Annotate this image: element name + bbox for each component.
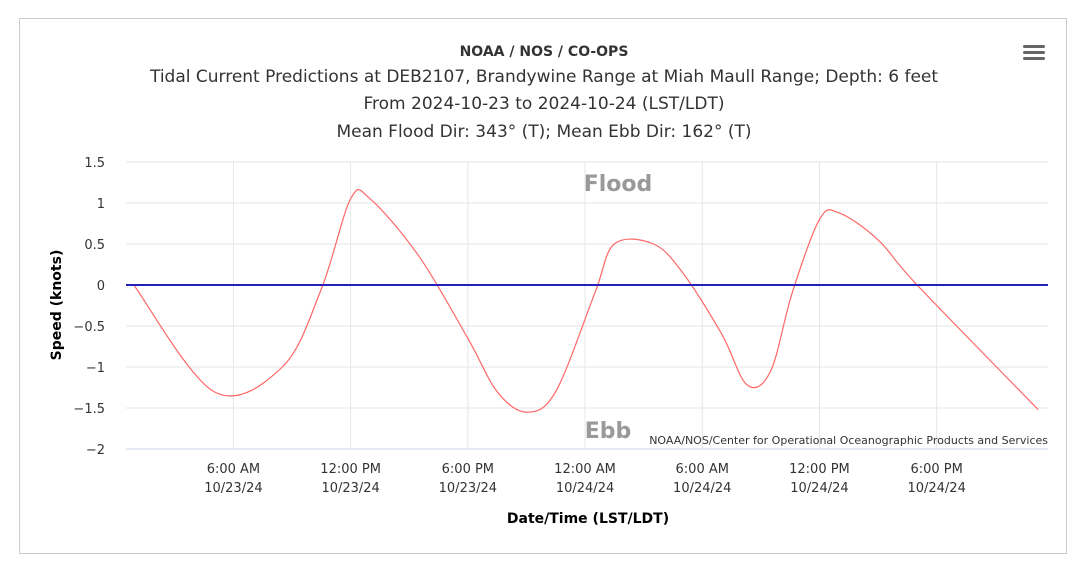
- x-axis-ticks: 6:00 AM 10/23/24 12:00 PM 10/23/24 6:00 PM 10…: [204, 462, 966, 496]
- chart-subtitle-directions: Mean Flood Dir: 343° (T); Mean Ebb Dir: …: [336, 122, 751, 142]
- y-tick-label: 0.5: [84, 238, 105, 253]
- x-tick-date-label: 10/24/24: [673, 481, 731, 496]
- x-tick-date-label: 10/24/24: [556, 481, 614, 496]
- x-tick-date-label: 10/24/24: [790, 481, 848, 496]
- series-layer: [126, 189, 1048, 413]
- x-tick-date-label: 10/23/24: [204, 481, 262, 496]
- hamburger-menu-icon[interactable]: [1022, 43, 1046, 63]
- flood-label: Flood: [584, 172, 653, 197]
- y-tick-label: −1.5: [73, 402, 105, 417]
- y-axis-title: Speed (knots): [49, 250, 65, 361]
- y-tick-label: −0.5: [73, 320, 105, 335]
- plot-area: [126, 162, 1048, 449]
- x-tick-time-label: 12:00 PM: [320, 462, 381, 477]
- y-tick-label: −2: [86, 443, 105, 458]
- x-tick-time-label: 6:00 AM: [676, 462, 729, 477]
- chart-subtitle-dates: From 2024-10-23 to 2024-10-24 (LST/LDT): [364, 94, 725, 114]
- x-tick-time-label: 6:00 PM: [442, 462, 494, 477]
- x-tick-time-label: 6:00 AM: [207, 462, 260, 477]
- x-tick-date-label: 10/24/24: [907, 481, 965, 496]
- x-tick-time-label: 12:00 AM: [554, 462, 616, 477]
- x-tick-time-label: 12:00 PM: [789, 462, 850, 477]
- grid-lines: [126, 161, 1048, 450]
- y-tick-label: −1: [86, 361, 105, 376]
- credit-text: NOAA/NOS/Center for Operational Oceanogr…: [649, 434, 1048, 447]
- y-tick-label: 1: [97, 197, 105, 212]
- y-tick-label: 1.5: [84, 156, 105, 171]
- y-axis-ticks: 1.5 1 0.5 0 −0.5 −1 −1.5 −2: [73, 156, 105, 458]
- y-tick-label: 0: [97, 279, 105, 294]
- x-tick-date-label: 10/23/24: [321, 481, 379, 496]
- x-tick-time-label: 6:00 PM: [910, 462, 962, 477]
- agency-header: NOAA / NOS / CO-OPS: [460, 44, 629, 60]
- plot-background: [126, 162, 1048, 449]
- x-tick-date-label: 10/23/24: [439, 481, 497, 496]
- x-axis-title: Date/Time (LST/LDT): [507, 511, 669, 527]
- ebb-label: Ebb: [585, 419, 632, 444]
- chart-title: Tidal Current Predictions at DEB2107, Br…: [149, 67, 938, 87]
